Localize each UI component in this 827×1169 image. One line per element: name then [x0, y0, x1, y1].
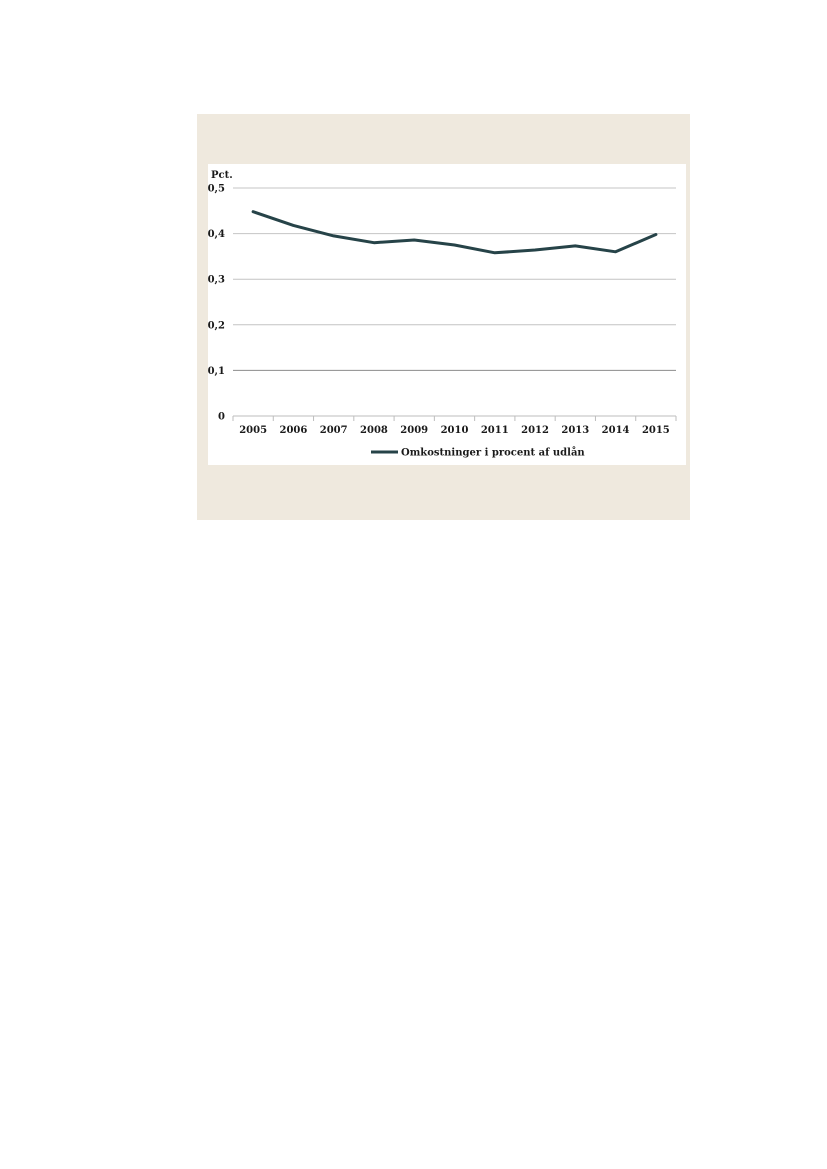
- series-line: [251, 210, 658, 255]
- x-tick-label: 2010: [441, 425, 469, 436]
- y-tick-label: 0,1: [208, 366, 225, 377]
- x-tick-label: 2013: [561, 425, 589, 436]
- x-tick-label: 2011: [481, 425, 509, 436]
- line-chart: Pct. 0 0,1 0,2 0,3 0,4 0,5 2005 2006 2007 2008 20…: [208, 170, 677, 459]
- x-tick-label: 2009: [400, 425, 428, 436]
- y-tick-label: 0,4: [208, 229, 225, 240]
- chart-plot-area: Pct. 0 0,1 0,2 0,3 0,4 0,5 2005 2006 2007 2008 20…: [208, 164, 686, 465]
- x-tick-label: 2005: [239, 425, 267, 436]
- y-tick-label: 0,5: [208, 184, 225, 195]
- legend-label: Omkostninger i procent af udlån: [401, 447, 585, 459]
- y-tick-label: 0: [218, 412, 225, 423]
- x-tick-label: 2007: [320, 425, 348, 436]
- x-tick-label: 2012: [521, 425, 549, 436]
- x-tick-label: 2015: [642, 425, 670, 436]
- x-tick-label: 2008: [360, 425, 388, 436]
- y-tick-label: 0,2: [208, 320, 225, 331]
- x-tick-label: 2006: [279, 425, 307, 436]
- x-tick-label: 2014: [602, 425, 630, 436]
- y-tick-label: 0,3: [208, 275, 225, 286]
- y-unit-label: Pct.: [211, 170, 233, 181]
